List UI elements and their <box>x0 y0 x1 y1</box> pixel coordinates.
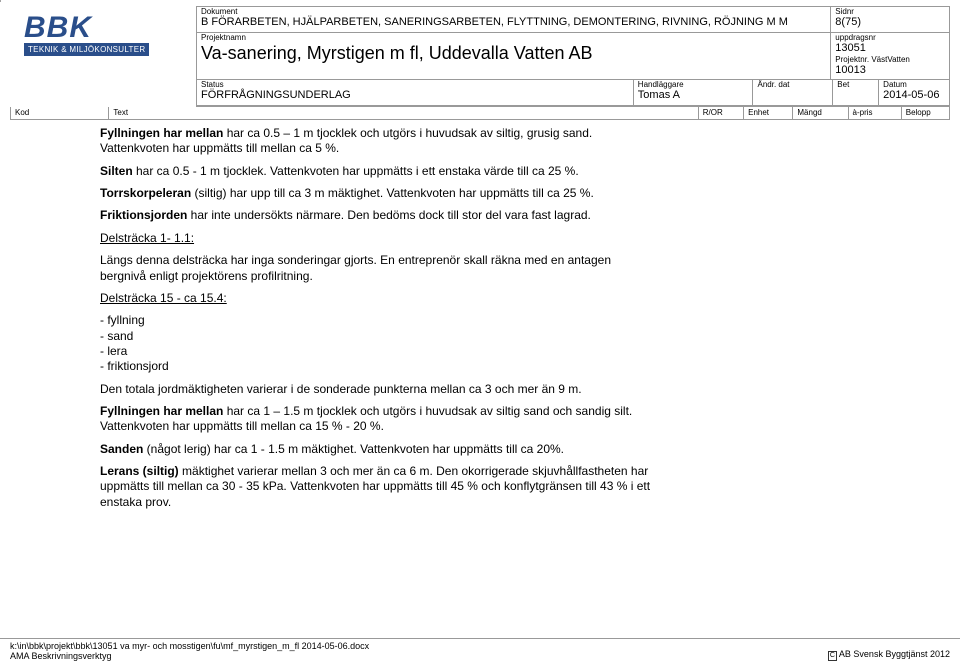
footer-right-text: AB Svensk Byggtjänst 2012 <box>839 649 950 659</box>
value-andr-dat <box>757 89 828 103</box>
column-headers: Kod Text R/OR Enhet Mängd à-pris Belopp <box>10 107 950 120</box>
footer-right: CAB Svensk Byggtjänst 2012 <box>828 649 950 661</box>
cell-handlaggare: Handläggare Tomas A <box>634 80 754 106</box>
para-torrskorpeleran: Torrskorpeleran (siltig) har upp till ca… <box>100 186 660 201</box>
bullet-friktionsjord: - friktionsjord <box>100 359 660 374</box>
para-silten: Silten har ca 0.5 - 1 m tjocklek. Vatten… <box>100 164 660 179</box>
para-fyllningen-2: Fyllningen har mellan har ca 1 – 1.5 m t… <box>100 404 660 435</box>
heading-delstracka-1: Delsträcka 1- 1.1: <box>100 231 660 246</box>
value-sidnr: 8(75) <box>835 16 945 30</box>
para-delstracka-1-text: Längs denna delsträcka har inga sonderin… <box>100 253 660 284</box>
logo-subtitle: TEKNIK & MILJÖKONSULTER <box>24 43 149 56</box>
col-apris: à-pris <box>849 107 902 119</box>
label-andr-dat: Ändr. dat <box>757 81 828 89</box>
bullet-sand: - sand <box>100 329 660 344</box>
label-projektnamn: Projektnamn <box>201 34 826 42</box>
cell-dokument: Dokument B FÖRARBETEN, HJÄLPARBETEN, SAN… <box>197 7 831 33</box>
label-datum: Datum <box>883 81 945 89</box>
label-uppdragsnr: uppdragsnr <box>835 34 945 42</box>
col-text: Text <box>109 107 698 119</box>
footer-path: k:\in\bbk\projekt\bbk\13051 va myr- och … <box>10 641 369 651</box>
label-sidnr: Sidnr <box>835 8 945 16</box>
logo: BBK TEKNIK & MILJÖKONSULTER <box>24 14 174 56</box>
label-handlaggare: Handläggare <box>638 81 749 89</box>
page-footer: k:\in\bbk\projekt\bbk\13051 va myr- och … <box>0 638 960 661</box>
col-kod: Kod <box>11 107 109 119</box>
col-enhet: Enhet <box>744 107 793 119</box>
label-projektnr: Projektnr. VästVatten <box>835 56 945 64</box>
copyright-icon: C <box>828 651 837 661</box>
meta-grid: Dokument B FÖRARBETEN, HJÄLPARBETEN, SAN… <box>196 6 950 107</box>
label-dokument: Dokument <box>201 8 826 16</box>
col-belopp: Belopp <box>902 107 949 119</box>
para-sanden: Sanden (något lerig) har ca 1 - 1.5 m mä… <box>100 442 660 457</box>
value-datum: 2014-05-06 <box>883 89 945 103</box>
cell-bet: Bet <box>833 80 879 106</box>
bullet-fyllning: - fyllning <box>100 313 660 328</box>
cell-datum: Datum 2014-05-06 <box>879 80 949 106</box>
value-bet <box>837 89 874 103</box>
value-uppdragsnr: 13051 <box>835 42 945 56</box>
para-fyllningen-1: Fyllningen har mellan har ca 0.5 – 1 m t… <box>100 126 660 157</box>
label-bet: Bet <box>837 81 874 89</box>
value-handlaggare: Tomas A <box>638 89 749 103</box>
cell-sidnr: Sidnr 8(75) <box>831 7 949 33</box>
bullet-lera: - lera <box>100 344 660 359</box>
footer-left: k:\in\bbk\projekt\bbk\13051 va myr- och … <box>10 641 369 661</box>
footer-tool: AMA Beskrivningsverktyg <box>10 651 369 661</box>
col-mangd: Mängd <box>793 107 848 119</box>
value-projektnr: 10013 <box>835 64 945 78</box>
value-status: FÖRFRÅGNINGSUNDERLAG <box>201 89 629 103</box>
document-header: BBK TEKNIK & MILJÖKONSULTER Dokument B F… <box>0 0 960 107</box>
para-lerans: Lerans (siltig) mäktighet varierar mella… <box>100 464 660 510</box>
para-jordmaktighet: Den totala jordmäktigheten varierar i de… <box>100 382 660 397</box>
cell-uppdragsnr: uppdragsnr 13051 Projektnr. VästVatten 1… <box>831 33 949 81</box>
heading-delstracka-15: Delsträcka 15 - ca 15.4: <box>100 291 660 306</box>
cell-projektnamn: Projektnamn Va-sanering, Myrstigen m fl,… <box>197 33 831 81</box>
value-dokument: B FÖRARBETEN, HJÄLPARBETEN, SANERINGSARB… <box>201 16 826 30</box>
logo-text: BBK <box>24 14 174 41</box>
value-projektnamn: Va-sanering, Myrstigen m fl, Uddevalla V… <box>201 42 826 65</box>
para-friktionsjorden: Friktionsjorden har inte undersökts närm… <box>100 208 660 223</box>
cell-status: Status FÖRFRÅGNINGSUNDERLAG <box>197 80 634 106</box>
col-ror: R/OR <box>699 107 744 119</box>
cell-andr-dat: Ändr. dat <box>753 80 833 106</box>
body-content: Fyllningen har mellan har ca 0.5 – 1 m t… <box>100 126 660 510</box>
